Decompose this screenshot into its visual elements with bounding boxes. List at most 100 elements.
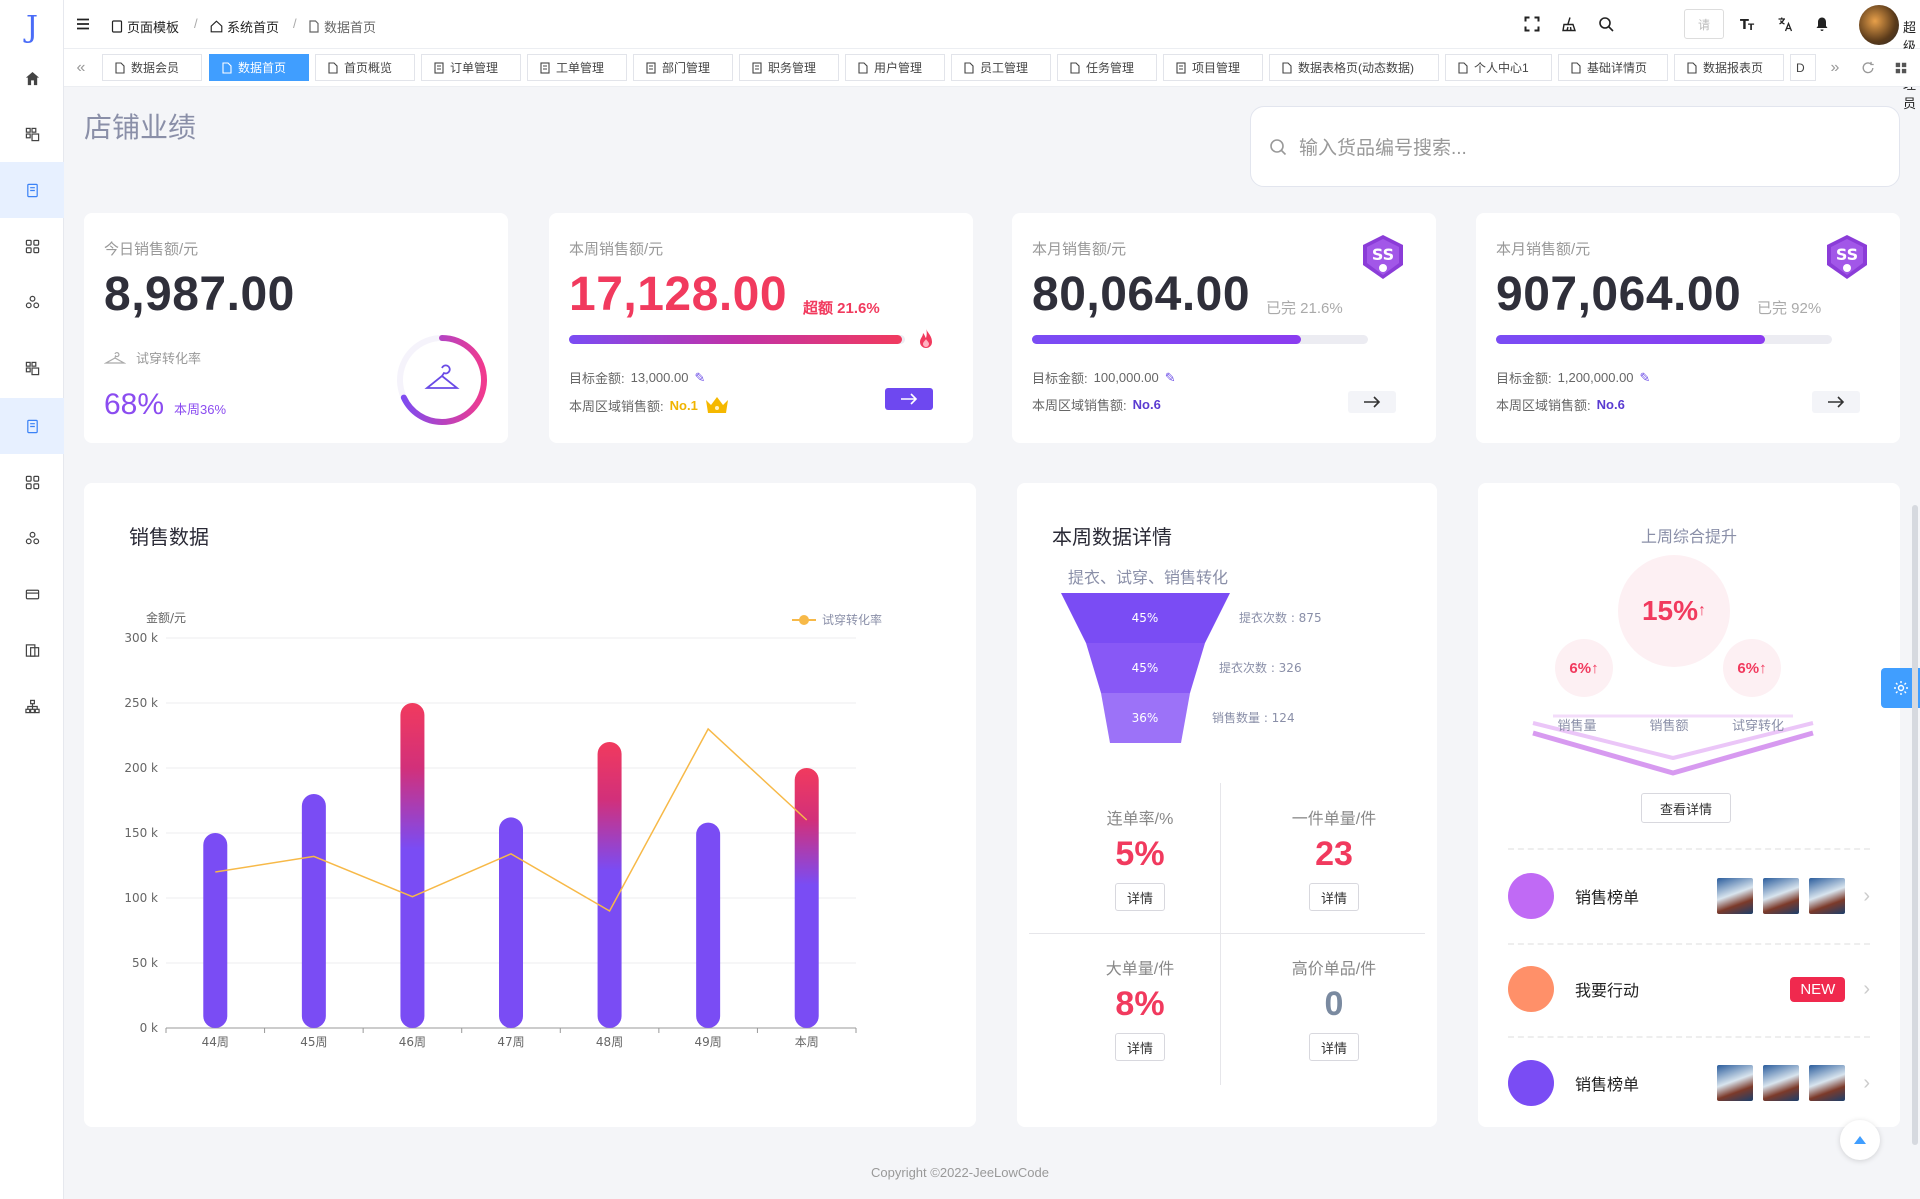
- app-logo[interactable]: J: [25, 10, 39, 45]
- improvement-title: 上周综合提升: [1640, 529, 1737, 546]
- detail-button[interactable]: 详情: [1115, 883, 1165, 911]
- tab-data-home[interactable]: 数据首页: [209, 54, 309, 81]
- funnel-pct: 45%: [1132, 611, 1159, 625]
- kpi-card-week: 本周销售额/元 17,128.00 超额 21.6% 目标金额: 13,000.0…: [549, 213, 973, 443]
- y-axis-label: 金额/元: [146, 610, 186, 625]
- list-item-take-action[interactable]: 我要行动 NEW ›: [1508, 959, 1870, 1019]
- product-thumbnail[interactable]: [1717, 878, 1754, 914]
- bell-icon[interactable]: [1813, 15, 1831, 33]
- file-icon[interactable]: [0, 398, 64, 454]
- product-thumbnail[interactable]: [1717, 1065, 1754, 1101]
- kpi-label: 本月销售额/元: [1032, 241, 1127, 258]
- document-icon: [858, 61, 868, 74]
- tabs-scroll-left-icon[interactable]: «: [76, 59, 86, 76]
- tabs-scroll-right-icon[interactable]: »: [1830, 59, 1840, 76]
- product-search-input[interactable]: 输入货品编号搜索...: [1250, 106, 1900, 187]
- up-arrow-icon: ↑: [1759, 659, 1767, 677]
- product-thumbnail[interactable]: [1809, 878, 1846, 914]
- broom-icon[interactable]: [1560, 15, 1578, 33]
- funnel-pct: 36%: [1132, 711, 1159, 725]
- tab-basic-detail[interactable]: 基础详情页: [1558, 54, 1668, 81]
- grid-icon[interactable]: [0, 340, 64, 396]
- grid-icon[interactable]: [0, 106, 64, 162]
- home-icon: [210, 20, 223, 33]
- tabs-menu-icon[interactable]: [1890, 55, 1912, 81]
- sitemap-icon[interactable]: [0, 678, 64, 734]
- fullscreen-icon[interactable]: [1523, 15, 1541, 33]
- cluster-icon[interactable]: [0, 510, 64, 566]
- refresh-icon[interactable]: [1857, 55, 1879, 81]
- list-icon: [434, 61, 444, 74]
- home-icon[interactable]: [0, 50, 64, 106]
- product-thumbnail[interactable]: [1763, 1065, 1800, 1101]
- menu-toggle-icon[interactable]: [74, 15, 92, 33]
- detail-button[interactable]: 详情: [1309, 883, 1359, 911]
- tab-departments[interactable]: 部门管理: [633, 54, 733, 81]
- detail-button[interactable]: 详情: [1309, 1033, 1359, 1061]
- card-icon[interactable]: [0, 566, 64, 622]
- back-to-top-icon[interactable]: [1840, 1120, 1880, 1160]
- tab-overview[interactable]: 首页概览: [315, 54, 415, 81]
- chevron-right-icon[interactable]: ›: [1863, 977, 1870, 1000]
- rank-row: 本周区域销售额: No.6: [1496, 397, 1625, 413]
- detail-button[interactable]: 详情: [1115, 1033, 1165, 1061]
- kpi-label: 本月销售额/元: [1496, 241, 1591, 258]
- edit-icon[interactable]: ✎: [1164, 369, 1176, 385]
- search-icon: [1270, 138, 1287, 155]
- product-thumbnail[interactable]: [1763, 878, 1800, 914]
- translate-icon[interactable]: [1776, 15, 1794, 33]
- apps-icon[interactable]: [0, 218, 64, 274]
- tab-positions[interactable]: 职务管理: [739, 54, 839, 81]
- apps-icon[interactable]: [0, 454, 64, 510]
- tab-tasks[interactable]: 任务管理: [1057, 54, 1157, 81]
- tab-projects[interactable]: 项目管理: [1163, 54, 1263, 81]
- chevron-right-icon[interactable]: ›: [1863, 1071, 1870, 1094]
- list-item-label: 销售榜单: [1575, 1077, 1640, 1094]
- week-detail-arrow-button[interactable]: [885, 388, 933, 410]
- conversion-note: 本周36%: [174, 402, 227, 417]
- tab-orders[interactable]: 订单管理: [421, 54, 521, 81]
- book-icon[interactable]: [0, 622, 64, 678]
- breadcrumb-item-templates[interactable]: 页面模板: [111, 17, 179, 36]
- svg-text:T: T: [1740, 18, 1749, 32]
- tab-data-report[interactable]: 数据报表页: [1674, 54, 1784, 81]
- progress-fill: [1496, 335, 1765, 344]
- list-icon: [1176, 61, 1186, 74]
- user-avatar[interactable]: [1859, 5, 1899, 45]
- search-icon[interactable]: [1597, 15, 1615, 33]
- tab-members[interactable]: 数据会员: [102, 54, 202, 81]
- y-tick-label: 0 k: [140, 1021, 158, 1035]
- list-item-sales-ranking[interactable]: 销售榜单 ›: [1508, 866, 1870, 926]
- progress-bar: [1032, 335, 1368, 344]
- breadcrumb-item-home[interactable]: 系统首页: [210, 17, 279, 36]
- crown-icon: [705, 397, 728, 413]
- month-detail-arrow-button[interactable]: [1348, 391, 1396, 413]
- tab-overflow[interactable]: D: [1790, 54, 1816, 81]
- tab-tickets[interactable]: 工单管理: [527, 54, 627, 81]
- page-scrollbar[interactable]: [1912, 505, 1918, 1145]
- edit-icon[interactable]: ✎: [1639, 369, 1651, 385]
- bar: [499, 817, 523, 1028]
- conversion-ring-arc: [397, 335, 487, 425]
- tab-profile[interactable]: 个人中心1: [1445, 54, 1552, 81]
- tab-staff[interactable]: 员工管理: [951, 54, 1051, 81]
- document-icon: [328, 61, 338, 74]
- kpi-label: 本周销售额/元: [569, 241, 664, 258]
- cluster-icon[interactable]: [0, 274, 64, 330]
- file-icon[interactable]: [0, 162, 64, 218]
- tab-dynamic-table[interactable]: 数据表格页(动态数据): [1269, 54, 1439, 81]
- month-total-detail-arrow-button[interactable]: [1812, 391, 1860, 413]
- edit-icon[interactable]: ✎: [694, 369, 706, 385]
- sales-chart: 0 k 50 k 100 k 150 k 200 k 250 k 300 k 金额/元 44周 4…: [124, 610, 882, 1049]
- list-item-sales-ranking[interactable]: 销售榜单 ›: [1508, 1053, 1870, 1113]
- tab-users[interactable]: 用户管理: [845, 54, 945, 81]
- product-thumbnail[interactable]: [1809, 1065, 1846, 1101]
- header-search-input[interactable]: 请: [1684, 9, 1724, 39]
- ss-badge-icon: SS: [1363, 235, 1403, 279]
- progress-bar: [569, 335, 905, 344]
- conversion-label-row: 试穿转化率: [104, 348, 201, 367]
- view-details-button[interactable]: 查看详情: [1641, 793, 1731, 823]
- ss-badge-text: SS: [1372, 245, 1394, 264]
- chevron-right-icon[interactable]: ›: [1863, 884, 1870, 907]
